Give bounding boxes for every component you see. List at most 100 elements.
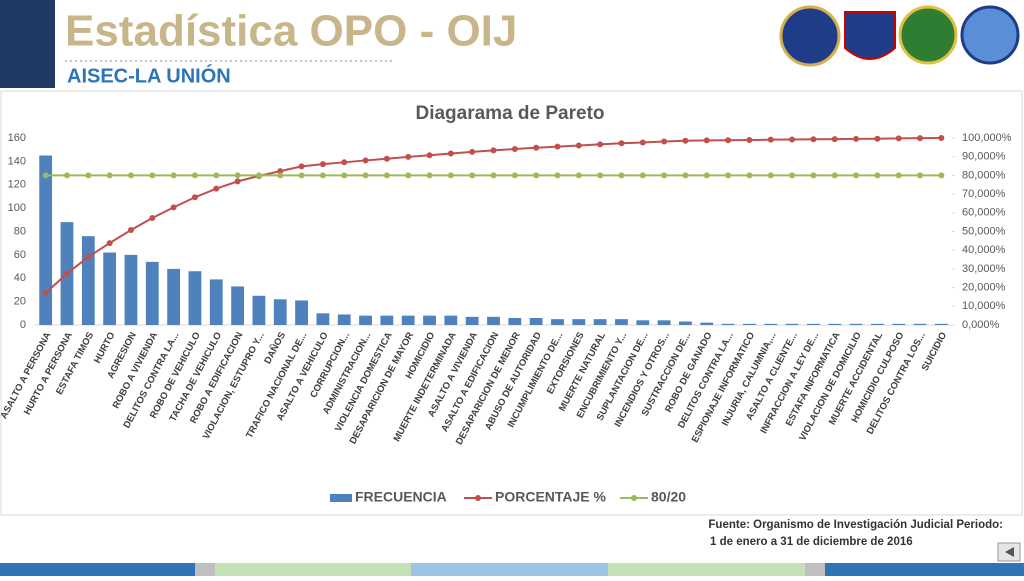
logo — [898, 5, 958, 65]
header-block — [0, 0, 55, 88]
y-tick-label: 120 — [8, 179, 26, 191]
legend-swatch — [475, 495, 481, 501]
source: 1 de enero a 31 de diciembre de 2016 — [710, 536, 913, 548]
point — [938, 135, 945, 141]
logo — [960, 5, 1020, 65]
bar — [551, 319, 564, 325]
bar — [615, 319, 628, 325]
y-tick-label: 0 — [20, 319, 26, 331]
point — [746, 172, 753, 179]
band — [411, 563, 608, 576]
bar — [572, 319, 586, 325]
point — [191, 194, 198, 201]
point — [149, 215, 156, 222]
point — [298, 172, 305, 179]
point — [682, 172, 689, 179]
point — [490, 147, 497, 154]
y2-tick-label: 10,000% — [962, 300, 1006, 312]
bar — [487, 316, 500, 325]
point — [85, 172, 92, 179]
point — [362, 157, 369, 164]
bar — [721, 323, 735, 325]
point — [42, 290, 49, 297]
bar — [743, 323, 756, 325]
point — [917, 135, 924, 142]
point — [405, 172, 412, 179]
bar — [359, 315, 372, 325]
point — [618, 172, 625, 179]
bar — [273, 299, 287, 325]
bar — [39, 155, 53, 325]
point — [917, 172, 924, 179]
bar — [252, 295, 266, 325]
point — [42, 172, 49, 179]
point — [447, 172, 454, 179]
y2-tick-label: 60,000% — [962, 207, 1006, 219]
point — [383, 155, 390, 162]
band — [805, 563, 825, 576]
point — [703, 137, 710, 144]
slide-title: Estadística OPO - OIJ — [65, 7, 517, 56]
bar — [892, 323, 906, 325]
point — [469, 172, 476, 179]
band — [608, 563, 805, 576]
chart-title: Diagarama de Pareto — [415, 103, 604, 124]
y2-tick-label: 100,000% — [962, 132, 1012, 144]
point — [639, 139, 646, 146]
bar — [423, 315, 436, 325]
point — [874, 135, 881, 142]
point — [661, 138, 668, 145]
point — [554, 143, 561, 150]
point — [831, 172, 838, 179]
y2-tick-label: 40,000% — [962, 244, 1006, 256]
point — [725, 137, 732, 144]
band — [0, 563, 195, 576]
point — [895, 172, 902, 179]
bar — [657, 320, 671, 325]
bar — [508, 317, 522, 325]
point — [682, 137, 689, 144]
source: Fuente: Organismo de Investigación Judic… — [708, 519, 1003, 531]
point — [447, 150, 454, 157]
point — [810, 136, 817, 143]
bar — [465, 316, 479, 325]
point — [405, 153, 412, 160]
point — [213, 185, 220, 192]
bar — [124, 254, 138, 325]
point — [661, 172, 668, 179]
bar — [806, 323, 820, 325]
point — [533, 172, 540, 179]
bar — [785, 323, 799, 325]
point — [277, 168, 284, 175]
point — [703, 172, 710, 179]
point — [362, 172, 369, 179]
point — [106, 172, 113, 179]
y2-tick-label: 50,000% — [962, 225, 1006, 237]
y-tick-label: 100 — [8, 202, 26, 214]
point — [831, 136, 838, 143]
bar — [849, 323, 863, 325]
y2-tick-label: 80,000% — [962, 169, 1006, 181]
point — [490, 172, 497, 179]
bar — [593, 319, 607, 325]
bar — [231, 286, 244, 325]
logo — [779, 5, 841, 67]
point — [341, 159, 348, 166]
point — [213, 172, 220, 179]
point — [874, 172, 881, 179]
point — [767, 172, 774, 179]
bottom-band — [0, 563, 1024, 576]
bar — [764, 323, 778, 325]
y2-tick-label: 30,000% — [962, 263, 1006, 275]
point — [149, 172, 156, 179]
point — [639, 172, 646, 179]
y-tick-label: 60 — [14, 249, 26, 261]
y2-tick-label: 0,000% — [962, 319, 1000, 331]
logo — [844, 11, 896, 60]
point — [895, 135, 902, 142]
bar — [295, 300, 308, 325]
point — [725, 172, 732, 179]
point — [170, 172, 177, 179]
point — [853, 135, 860, 142]
band — [215, 563, 411, 576]
